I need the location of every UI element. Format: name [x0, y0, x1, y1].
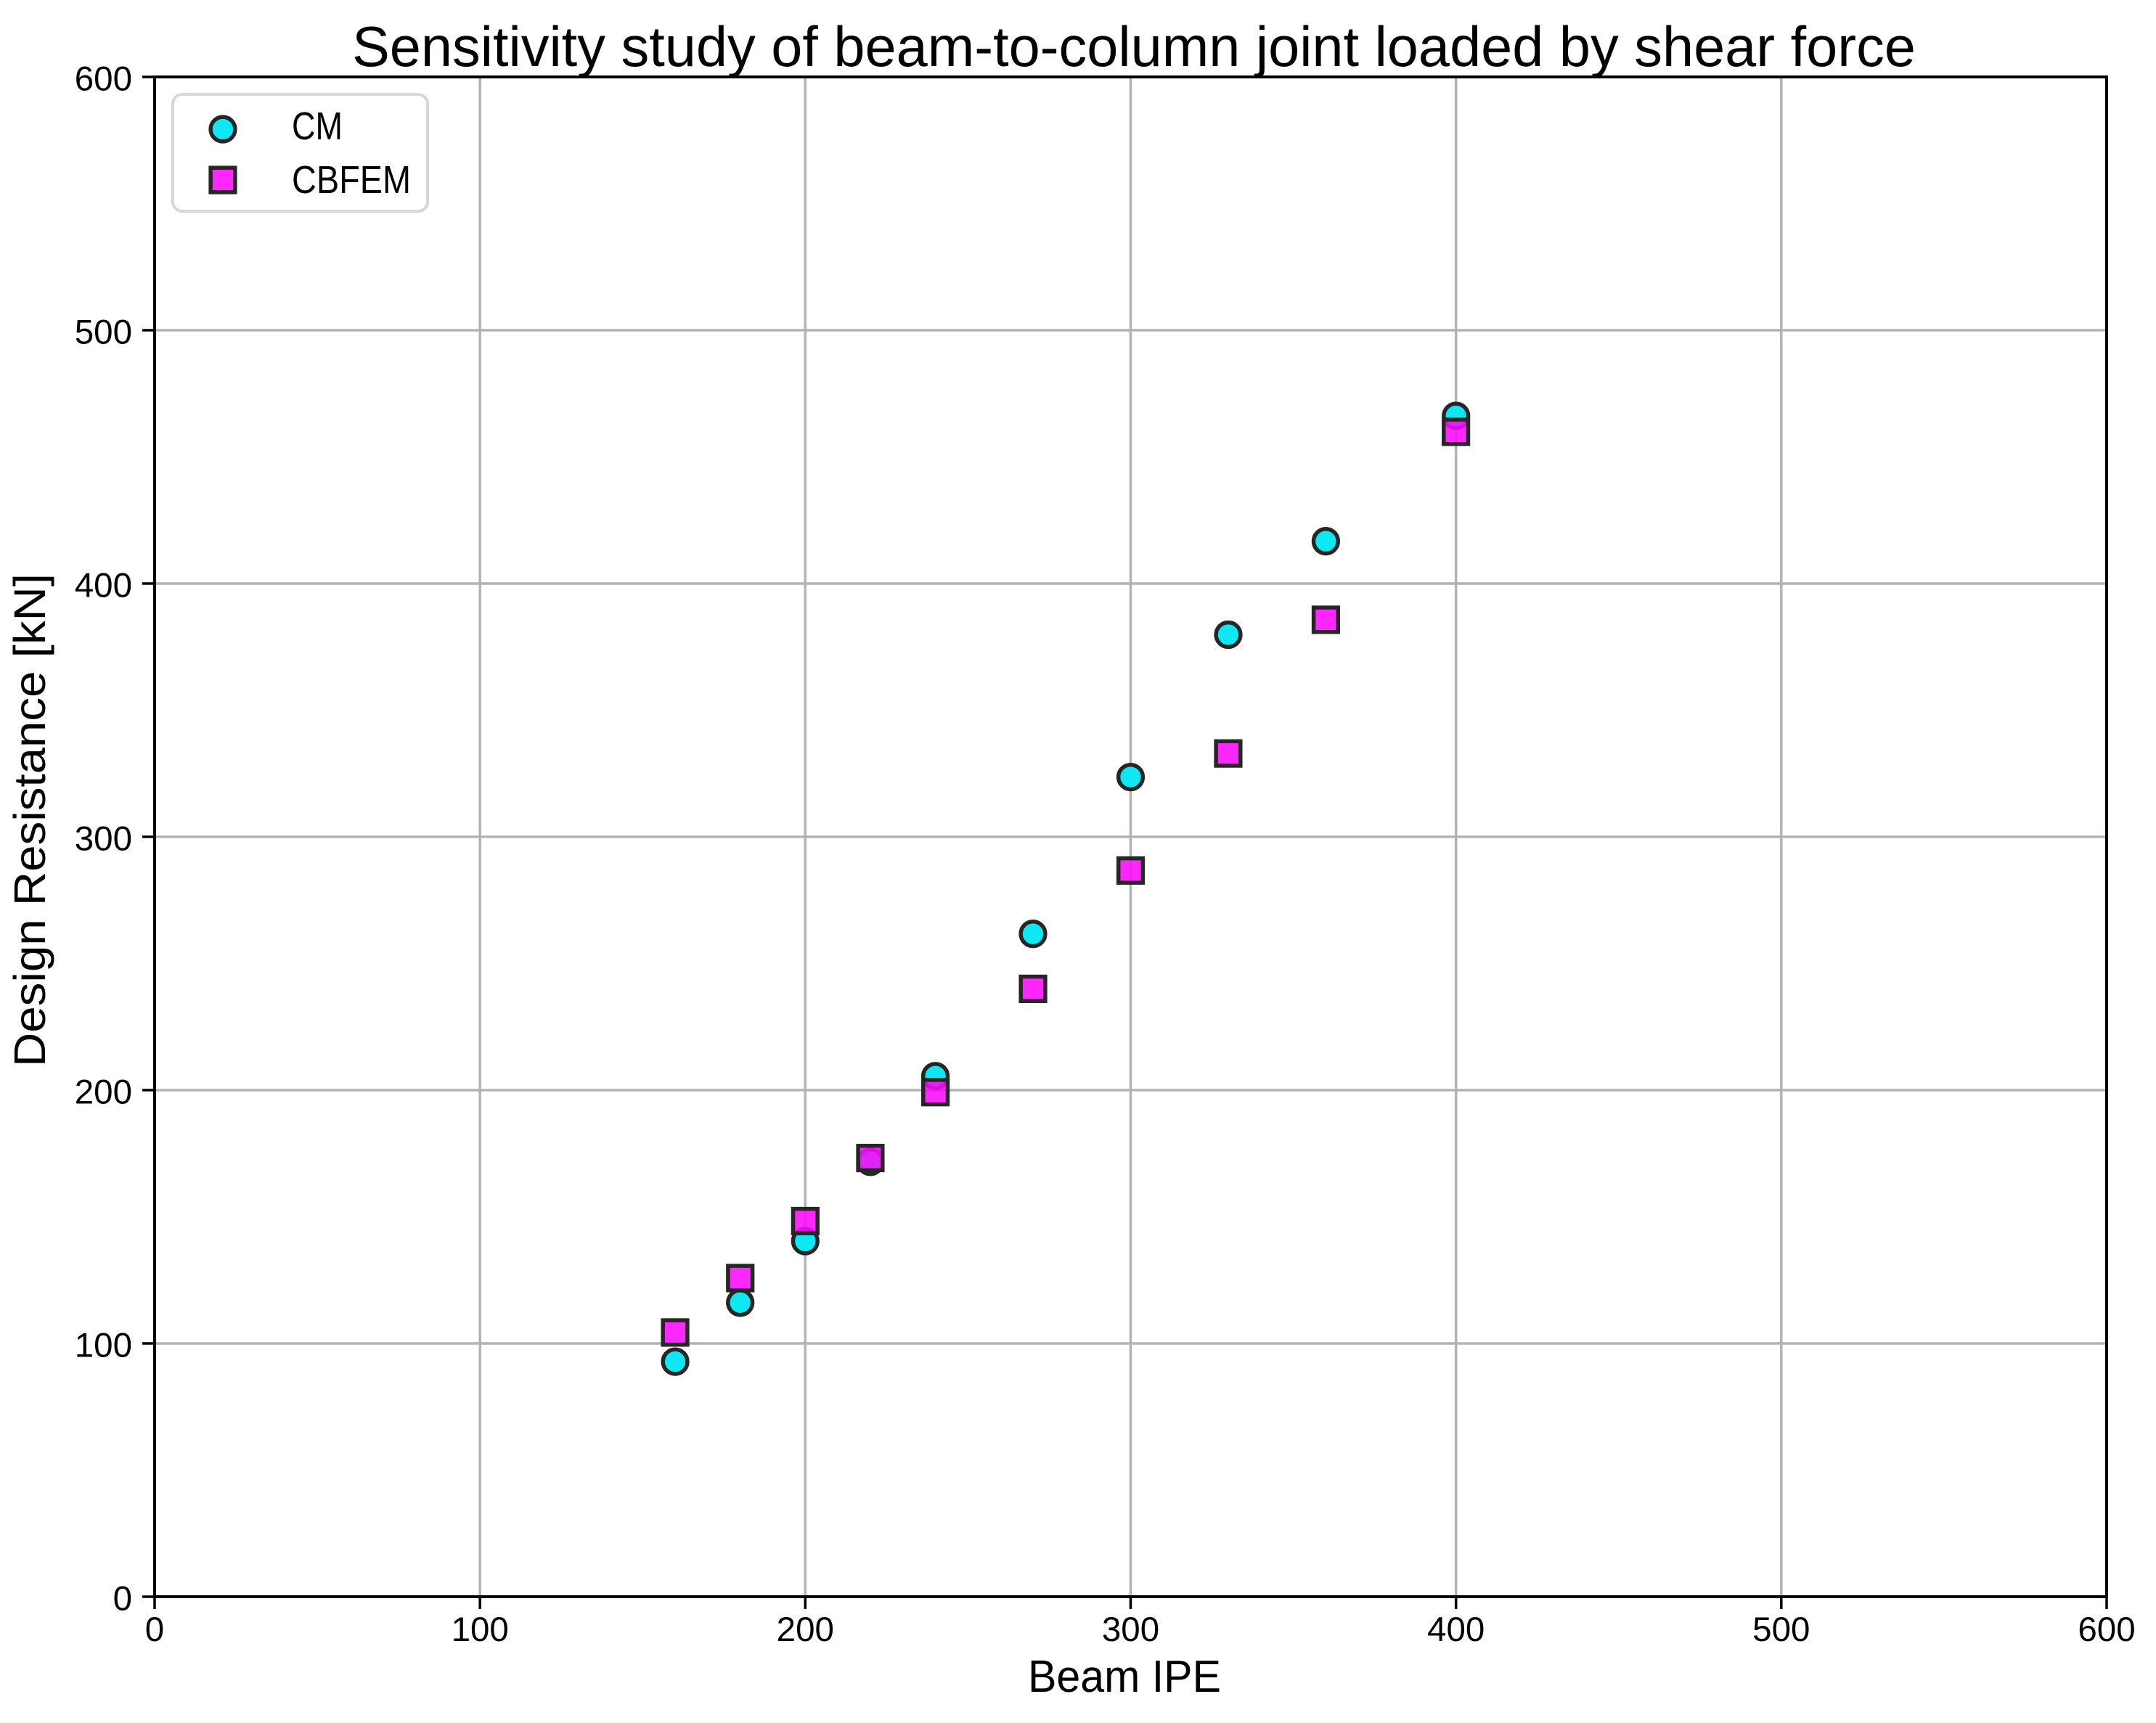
svg-text:400: 400 — [75, 566, 132, 605]
svg-text:Beam IPE: Beam IPE — [1028, 1652, 1221, 1702]
svg-text:0: 0 — [145, 1611, 164, 1649]
svg-text:300: 300 — [75, 819, 132, 858]
svg-text:100: 100 — [75, 1326, 132, 1364]
svg-text:Design Resistance [kN]: Design Resistance [kN] — [5, 573, 55, 1067]
svg-text:600: 600 — [2078, 1611, 2135, 1649]
svg-text:100: 100 — [452, 1611, 509, 1649]
svg-text:500: 500 — [1752, 1611, 1810, 1649]
svg-text:600: 600 — [75, 60, 132, 98]
svg-text:400: 400 — [1427, 1611, 1485, 1649]
svg-text:CBFEM: CBFEM — [292, 159, 411, 202]
svg-text:CM: CM — [292, 105, 343, 148]
svg-text:0: 0 — [113, 1579, 132, 1618]
svg-text:300: 300 — [1102, 1611, 1159, 1649]
svg-text:500: 500 — [75, 313, 132, 351]
svg-text:200: 200 — [75, 1073, 132, 1111]
svg-text:200: 200 — [777, 1611, 834, 1649]
svg-text:Sensitivity study of beam-to-c: Sensitivity study of beam-to-column join… — [352, 16, 1916, 78]
